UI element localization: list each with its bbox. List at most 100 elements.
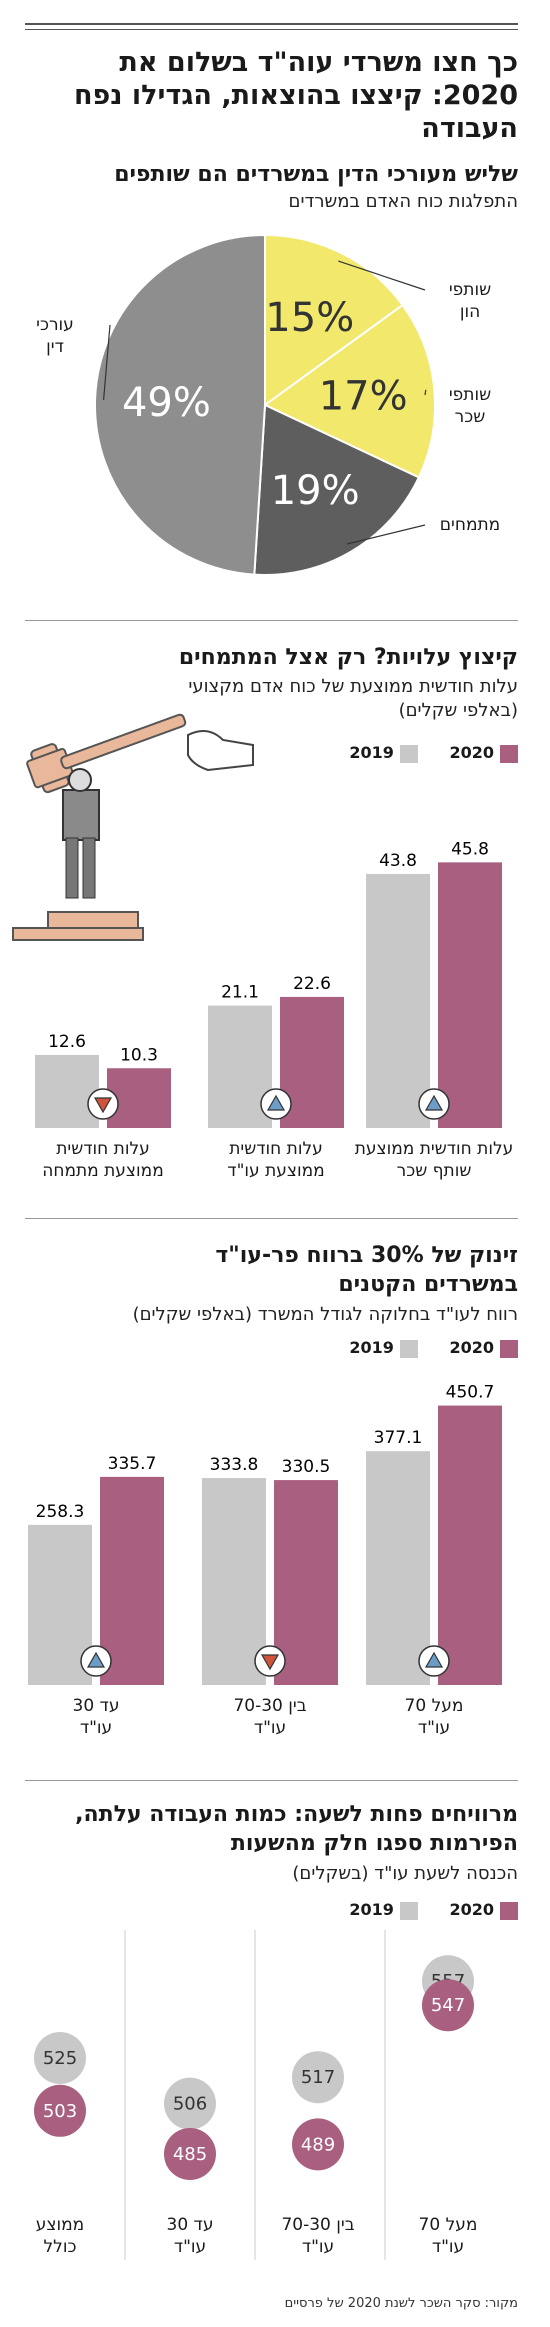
dot-2020 xyxy=(422,1979,474,2032)
divider-1 xyxy=(25,620,518,621)
costs-subtitle: עלות חודשית ממוצעת של כוח אדם מקצועי (בא… xyxy=(188,676,518,721)
category-label: בין 70-30 עו"ד xyxy=(281,2215,354,2257)
dot-2019 xyxy=(34,2032,86,2084)
value-label-2020: 22.6 xyxy=(293,974,331,994)
costs-title: קיצוץ עלויות? רק אצל המתמחים xyxy=(178,645,518,670)
pie-leader-line xyxy=(102,324,111,400)
category-label: ממוצע כולל xyxy=(36,2215,84,2257)
value-label-2020: 45.8 xyxy=(451,839,489,859)
pie-leader-line xyxy=(338,260,426,291)
divider-3 xyxy=(25,1780,518,1781)
value-label-2019: 43.8 xyxy=(379,851,417,871)
pie-slice-label: שותפי הון xyxy=(449,280,491,322)
trend-down-icon xyxy=(254,1645,286,1677)
source-note: מקור: סקר השכר לשנת 2020 של פרסיים xyxy=(284,2296,518,2311)
profit-title: זינוק של 30% ברווח פר-עו"ד במשרדים הקטני… xyxy=(215,1243,518,1297)
pie-leader-line xyxy=(347,524,426,545)
category-label: עלות חודשית ממוצעת מתמחה xyxy=(42,1139,164,1181)
divider-2 xyxy=(25,1218,518,1219)
top-double-rule-1 xyxy=(25,23,518,25)
bar-2020 xyxy=(438,862,502,1128)
hourly-legend: 2020 2019 xyxy=(323,1900,518,1924)
top-double-rule-2 xyxy=(25,29,518,30)
bar-2020 xyxy=(274,1480,338,1685)
pie-value-label: 17% xyxy=(319,374,408,420)
value-label-2020: 335.7 xyxy=(108,1454,157,1474)
pie-slice xyxy=(253,403,421,576)
up-arrow-icon xyxy=(266,1094,286,1111)
trend-up-icon xyxy=(260,1088,292,1120)
dot-label-2020: 489 xyxy=(301,2134,335,2155)
legend-2020: 2020 xyxy=(449,1338,518,1358)
up-arrow-icon xyxy=(424,1094,444,1111)
pie-subtitle: התפלגות כוח האדם במשרדים xyxy=(288,191,518,212)
bar-2019 xyxy=(366,873,430,1128)
value-label-2020: 450.7 xyxy=(446,1383,495,1403)
pie-value-label: 15% xyxy=(265,295,354,341)
value-label-2019: 333.8 xyxy=(210,1455,259,1475)
bar-2020 xyxy=(438,1405,502,1685)
value-label-2019: 12.6 xyxy=(48,1032,86,1052)
dot-label-2020: 547 xyxy=(431,1995,465,2016)
hourly-title: מרוויחים פחות לשעה: כמות העבודה עלתה, הפ… xyxy=(75,1802,518,1856)
pie-chart: 15% שותפי הון 17% שותפי שכר 19% מתמחים 49% עורכי ד… xyxy=(36,233,500,576)
trend-up-icon xyxy=(80,1645,112,1677)
legend-2020: 2020 xyxy=(449,743,518,763)
trend-up-icon xyxy=(418,1088,450,1120)
pie-slice xyxy=(264,233,404,407)
category-label: בין 70-30 עו"ד xyxy=(233,1696,306,1738)
value-label-2020: 10.3 xyxy=(120,1045,158,1065)
category-label: עד 30 עו"ד xyxy=(73,1696,120,1738)
legend-2019: 2019 xyxy=(349,1900,418,1920)
dot-2020 xyxy=(292,2118,344,2171)
pie-leader-line xyxy=(424,389,427,396)
category-label: מעל 70 עו"ד xyxy=(419,2215,478,2257)
down-arrow-icon xyxy=(260,1654,280,1671)
costs-legend: 2020 2019 xyxy=(323,743,518,767)
dot-label-2019: 506 xyxy=(173,2094,207,2115)
hourly-subtitle: הכנסה לשעת עו"ד (בשקלים) xyxy=(292,1863,518,1884)
dot-2019 xyxy=(164,2077,216,2130)
category-label: עלות חודשית ממוצעת שותף שכר xyxy=(355,1139,514,1181)
value-label-2019: 377.1 xyxy=(374,1428,423,1448)
bar-2019 xyxy=(35,1054,99,1128)
profit-legend: 2020 2019 xyxy=(323,1338,518,1362)
category-label: מעל 70 עו"ד xyxy=(405,1696,464,1738)
pie-slice xyxy=(263,303,436,479)
down-arrow-icon xyxy=(93,1097,113,1114)
trend-down-icon xyxy=(87,1088,119,1120)
dot-label-2020: 503 xyxy=(43,2101,77,2122)
dot-2020 xyxy=(164,2128,216,2180)
value-label-2019: 21.1 xyxy=(221,983,259,1003)
category-label: עד 30 עו"ד xyxy=(167,2215,214,2257)
up-arrow-icon xyxy=(86,1651,106,1668)
bar-2019 xyxy=(202,1478,266,1685)
up-arrow-icon xyxy=(424,1651,444,1668)
judge-gavel-illustration xyxy=(12,713,254,941)
pie-value-label: 19% xyxy=(271,468,360,514)
legend-2020: 2020 xyxy=(449,1900,518,1920)
profit-bar-chart: 450.7 377.1 מעל 70 עו"ד 330.5 333.8 בין 70-30 ע… xyxy=(28,1383,502,1738)
value-label-2020: 330.5 xyxy=(282,1457,331,1477)
dot-label-2019: 525 xyxy=(43,2048,77,2069)
dot-label-2020: 485 xyxy=(173,2144,207,2165)
legend-2019: 2019 xyxy=(349,1338,418,1358)
trend-up-icon xyxy=(418,1645,450,1677)
bar-2020 xyxy=(100,1476,164,1685)
page-title: כך חצו משרדי עוה"ד בשלום את 2020: קיצצו … xyxy=(73,47,518,144)
value-label-2019: 258.3 xyxy=(36,1502,85,1522)
profit-subtitle: רווח לעו"ד בחלוקה לגודל המשרד (באלפי שקל… xyxy=(132,1304,518,1325)
pie-slice xyxy=(93,233,266,576)
pie-slice-label: עורכי דין xyxy=(36,315,74,357)
dot-2020 xyxy=(34,2084,86,2137)
category-label: עלות חודשית ממוצעת עו"ד xyxy=(227,1139,324,1181)
pie-value-label: 49% xyxy=(122,380,211,426)
pie-slice-label: שותפי שכר xyxy=(449,385,491,427)
bar-2020 xyxy=(107,1068,171,1128)
legend-2019: 2019 xyxy=(349,743,418,763)
dot-label-2019: 517 xyxy=(301,2067,335,2088)
pie-slice-label: מתמחים xyxy=(440,515,500,535)
dot-2019 xyxy=(292,2051,344,2104)
pie-title: שליש מעורכי הדין במשרדים הם שותפים xyxy=(114,162,518,187)
